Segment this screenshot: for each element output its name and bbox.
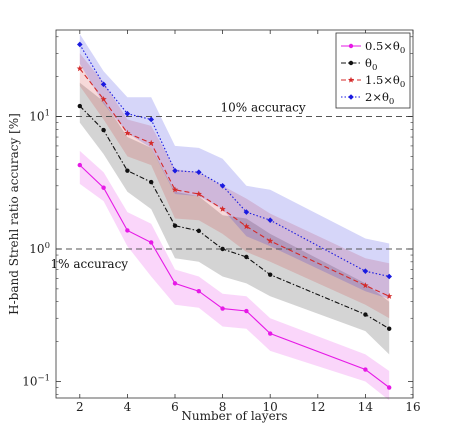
legend-label-2: 1.5×θ0 [365, 73, 405, 90]
data-point-3-2 [124, 110, 131, 117]
data-point-0-7 [244, 308, 249, 314]
y-tick-label-0: 10−1 [22, 373, 50, 388]
y-axis-label: H-band Strehl ratio accuracy [%] [7, 113, 21, 315]
data-point-0-4 [172, 281, 178, 286]
data-point-3-1 [100, 81, 107, 88]
data-point-0-10 [387, 385, 392, 390]
x-axis-label: Number of layers [181, 409, 287, 423]
data-point-2-3 [148, 139, 155, 146]
x-tick-label-5: 12 [310, 400, 325, 414]
data-point-2-4 [171, 186, 179, 193]
confidence-band-0 [79, 150, 390, 401]
confidence-bands [79, 34, 390, 401]
data-point-3-9 [362, 268, 369, 274]
data-point-2-6 [219, 205, 226, 212]
data-point-1-1 [101, 127, 106, 133]
legend-label-1: θ0 [365, 56, 377, 73]
plot-frame [55, 29, 414, 399]
data-point-1-7 [244, 254, 249, 260]
reference-label-0: 10% accuracy [220, 101, 305, 115]
data-point-2-5 [195, 190, 202, 197]
data-point-0-0 [77, 162, 83, 168]
data-point-1-5 [196, 228, 201, 234]
x-tick-label-2: 6 [171, 400, 179, 414]
x-tick-label-4: 10 [263, 400, 278, 414]
data-point-0-6 [220, 306, 225, 311]
data-point-0-9 [363, 367, 368, 372]
y-tick-label-2: 101 [29, 109, 50, 124]
data-point-1-2 [125, 168, 130, 173]
confidence-band-3 [79, 34, 390, 299]
data-point-1-4 [172, 223, 178, 228]
data-point-2-2 [124, 129, 131, 136]
series-lines [76, 41, 393, 390]
data-point-3-5 [196, 169, 202, 175]
legend-marker-3 [348, 94, 354, 100]
data-point-2-1 [100, 95, 107, 102]
data-point-2-10 [386, 292, 393, 299]
data-point-3-0 [77, 41, 83, 48]
data-point-0-5 [196, 289, 201, 294]
legend-marker-2 [347, 76, 355, 83]
legend-marker-1 [348, 60, 354, 66]
data-point-3-4 [172, 167, 178, 174]
data-point-2-0 [76, 65, 83, 72]
data-point-1-0 [77, 103, 83, 109]
data-point-2-9 [362, 282, 369, 289]
axis-ticks: 2 4 6 8 10 12 14 16 10−1 100 101 [22, 30, 421, 414]
data-point-3-8 [267, 217, 273, 223]
data-point-1-10 [387, 326, 392, 331]
data-point-2-7 [243, 223, 250, 230]
data-point-0-3 [149, 240, 154, 245]
data-point-1-6 [220, 246, 225, 252]
data-point-0-2 [125, 228, 130, 233]
data-point-2-8 [267, 237, 274, 244]
data-point-1-8 [268, 272, 273, 277]
data-point-0-1 [101, 185, 106, 190]
x-tick-label-0: 2 [76, 400, 84, 414]
legend-label-3: 2×θ0 [365, 90, 394, 107]
data-point-0-8 [268, 331, 273, 336]
x-tick-label-1: 4 [124, 400, 132, 414]
x-tick-label-6: 14 [358, 400, 374, 414]
legend-label-0: 0.5×θ0 [365, 39, 405, 56]
data-point-3-3 [148, 116, 154, 123]
x-tick-label-7: 16 [405, 400, 420, 414]
confidence-band-2 [79, 53, 390, 319]
data-point-3-6 [219, 182, 226, 189]
y-tick-label-1: 100 [29, 241, 50, 256]
legend-marker-0 [348, 43, 354, 49]
data-point-1-3 [149, 179, 154, 185]
reference-label-1: 1% accuracy [51, 257, 129, 271]
confidence-band-1 [79, 82, 390, 355]
series-line-2 [79, 68, 390, 297]
x-tick-label-3: 8 [219, 400, 227, 414]
data-point-3-10 [386, 273, 392, 280]
data-point-1-9 [363, 312, 368, 317]
reference-lines: 10% accuracy 1% accuracy [51, 101, 413, 271]
data-point-3-7 [243, 209, 250, 215]
